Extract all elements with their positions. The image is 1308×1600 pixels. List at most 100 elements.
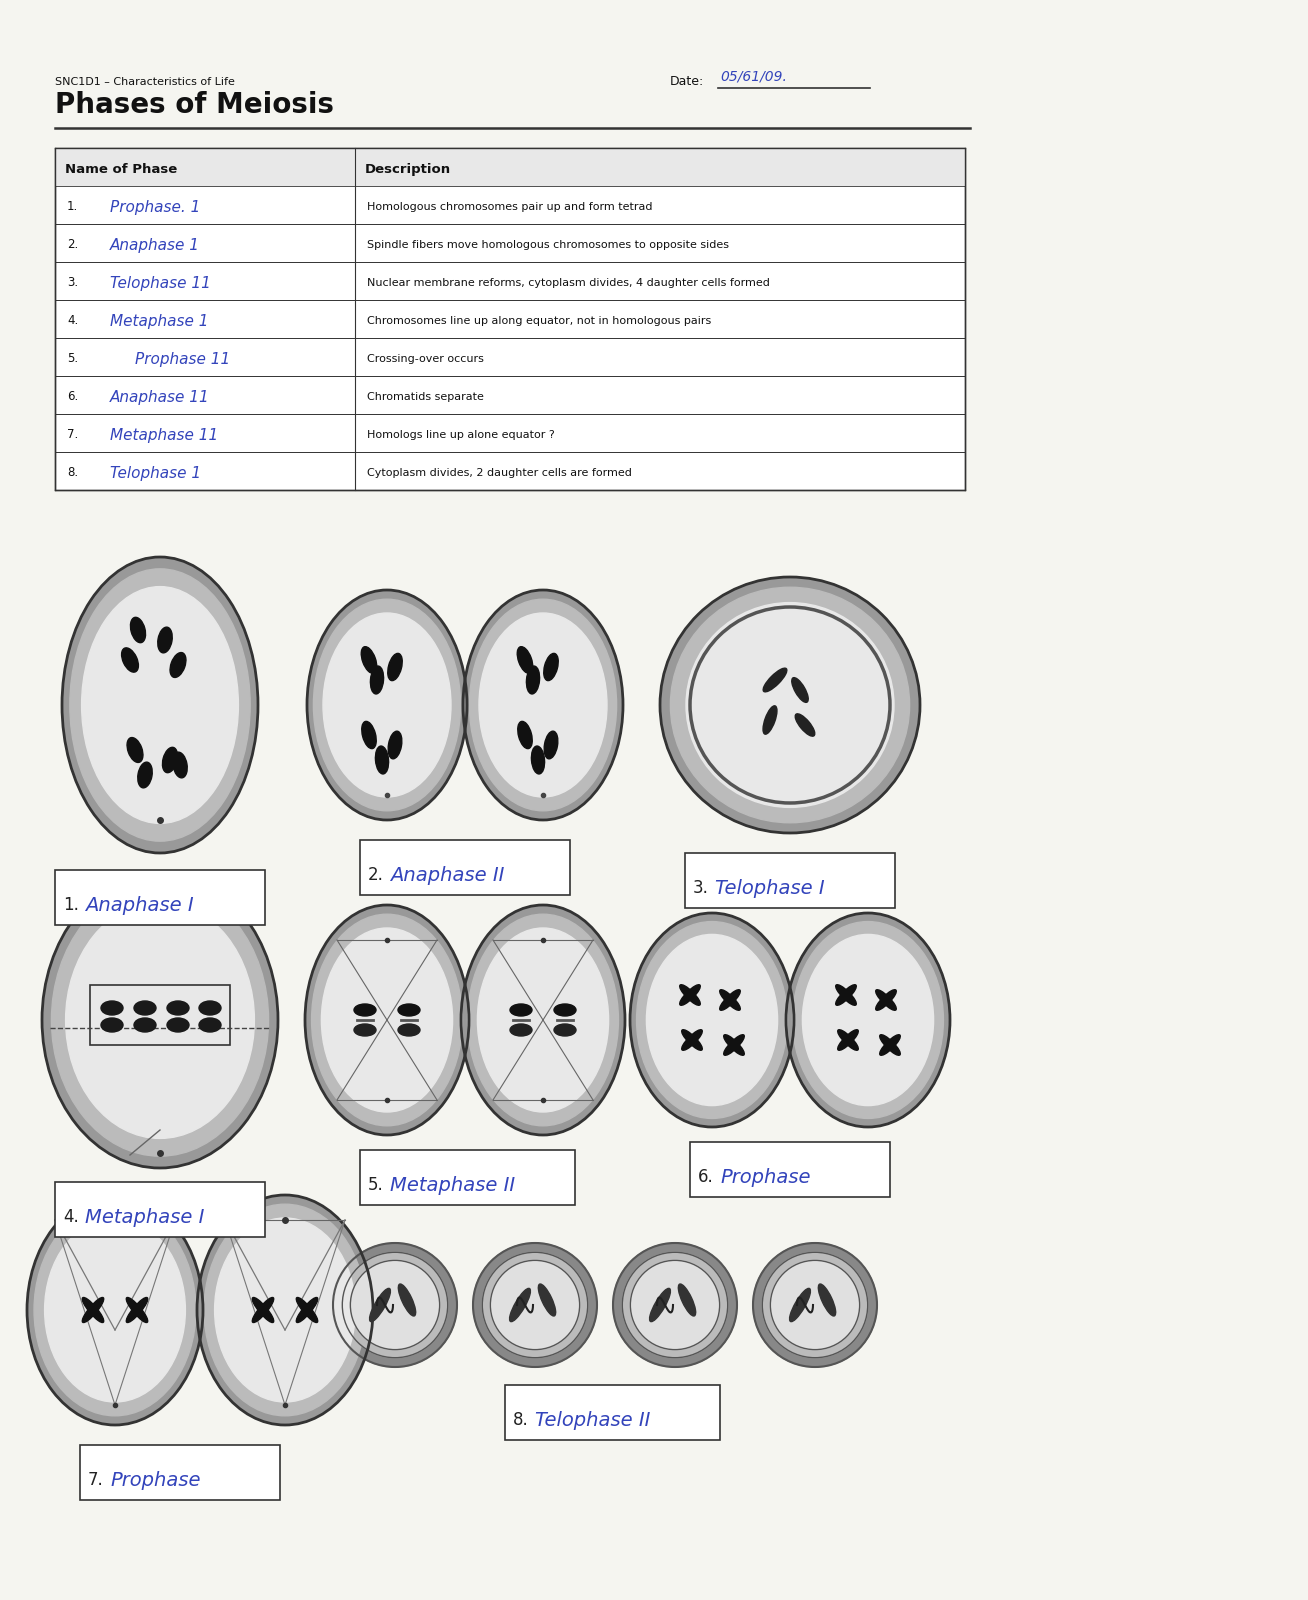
Ellipse shape: [473, 1243, 596, 1366]
Ellipse shape: [880, 1035, 900, 1056]
Ellipse shape: [637, 922, 787, 1118]
Text: Anaphase 11: Anaphase 11: [110, 389, 209, 405]
Ellipse shape: [646, 934, 777, 1106]
Ellipse shape: [510, 1024, 532, 1037]
Ellipse shape: [880, 1035, 900, 1056]
Text: Metaphase II: Metaphase II: [390, 1176, 515, 1195]
Text: Chromatids separate: Chromatids separate: [368, 392, 484, 402]
Ellipse shape: [133, 1018, 156, 1032]
Text: 3.: 3.: [693, 878, 709, 896]
Ellipse shape: [323, 613, 451, 797]
Ellipse shape: [204, 1205, 366, 1416]
Text: 1.: 1.: [63, 896, 78, 914]
Text: 7.: 7.: [67, 427, 78, 440]
Ellipse shape: [723, 1035, 744, 1056]
Ellipse shape: [613, 1243, 736, 1366]
Ellipse shape: [354, 1024, 375, 1037]
Ellipse shape: [680, 984, 700, 1005]
Text: 6.: 6.: [698, 1168, 714, 1186]
Ellipse shape: [763, 669, 787, 691]
Ellipse shape: [836, 984, 857, 1005]
Ellipse shape: [467, 914, 619, 1126]
Ellipse shape: [387, 653, 403, 680]
Ellipse shape: [526, 666, 540, 694]
Text: Anaphase II: Anaphase II: [390, 866, 505, 885]
Ellipse shape: [790, 1288, 811, 1322]
Ellipse shape: [544, 653, 559, 680]
Text: Metaphase 11: Metaphase 11: [110, 427, 218, 443]
Ellipse shape: [69, 570, 250, 842]
Ellipse shape: [42, 872, 279, 1168]
Bar: [80, 1445, 280, 1501]
Ellipse shape: [199, 1018, 221, 1032]
Ellipse shape: [27, 1195, 203, 1426]
Ellipse shape: [388, 731, 402, 758]
Ellipse shape: [131, 618, 145, 643]
Text: 05/61/09.: 05/61/09.: [719, 69, 787, 83]
Text: 2.: 2.: [368, 866, 383, 883]
Ellipse shape: [167, 1018, 188, 1032]
Text: Chromosomes line up along equator, not in homologous pairs: Chromosomes line up along equator, not i…: [368, 315, 712, 325]
Ellipse shape: [791, 678, 808, 702]
Ellipse shape: [34, 1205, 196, 1416]
Text: Metaphase 1: Metaphase 1: [110, 314, 208, 328]
Ellipse shape: [786, 914, 950, 1126]
Ellipse shape: [354, 1005, 375, 1016]
Ellipse shape: [555, 1024, 576, 1037]
Ellipse shape: [470, 600, 616, 811]
Ellipse shape: [101, 1018, 123, 1032]
Text: Homologs line up alone equator ?: Homologs line up alone equator ?: [368, 429, 555, 440]
Text: Cytoplasm divides, 2 daughter cells are formed: Cytoplasm divides, 2 daughter cells are …: [368, 467, 632, 477]
Ellipse shape: [479, 613, 607, 797]
Ellipse shape: [510, 1005, 532, 1016]
Ellipse shape: [167, 1002, 188, 1014]
Ellipse shape: [763, 1253, 867, 1358]
Ellipse shape: [463, 590, 623, 819]
Ellipse shape: [370, 1288, 391, 1322]
Ellipse shape: [630, 1261, 719, 1350]
Ellipse shape: [793, 922, 943, 1118]
Bar: [360, 840, 570, 894]
Ellipse shape: [215, 1218, 356, 1402]
Ellipse shape: [252, 1298, 273, 1323]
Ellipse shape: [555, 1005, 576, 1016]
Ellipse shape: [802, 934, 934, 1106]
Text: Prophase 11: Prophase 11: [135, 352, 230, 366]
Bar: [691, 1142, 889, 1197]
Ellipse shape: [875, 990, 896, 1010]
Ellipse shape: [539, 1283, 556, 1317]
Ellipse shape: [322, 928, 453, 1112]
Text: 1.: 1.: [67, 200, 78, 213]
Ellipse shape: [510, 1288, 531, 1322]
Bar: [55, 1182, 266, 1237]
Ellipse shape: [719, 990, 740, 1010]
Ellipse shape: [65, 902, 254, 1139]
Ellipse shape: [61, 557, 258, 853]
Ellipse shape: [763, 706, 777, 734]
Ellipse shape: [531, 746, 544, 774]
Ellipse shape: [122, 648, 139, 672]
Text: Nuclear membrane reforms, cytoplasm divides, 4 daughter cells formed: Nuclear membrane reforms, cytoplasm divi…: [368, 277, 770, 288]
Ellipse shape: [252, 1298, 273, 1323]
Ellipse shape: [199, 1002, 221, 1014]
Text: 5.: 5.: [368, 1176, 383, 1194]
Ellipse shape: [361, 646, 377, 674]
Ellipse shape: [44, 1218, 186, 1402]
Ellipse shape: [518, 722, 532, 749]
Ellipse shape: [681, 1030, 702, 1050]
Ellipse shape: [770, 1261, 859, 1350]
Ellipse shape: [753, 1243, 876, 1366]
Text: 7.: 7.: [88, 1470, 103, 1488]
Text: Crossing-over occurs: Crossing-over occurs: [368, 354, 484, 363]
Text: Homologous chromosomes pair up and form tetrad: Homologous chromosomes pair up and form …: [368, 202, 653, 211]
Ellipse shape: [305, 906, 470, 1134]
Ellipse shape: [836, 984, 857, 1005]
Ellipse shape: [681, 1030, 702, 1050]
Text: 8.: 8.: [67, 466, 78, 478]
Ellipse shape: [351, 1261, 439, 1350]
Text: 3.: 3.: [67, 275, 78, 288]
Ellipse shape: [127, 738, 143, 763]
Ellipse shape: [623, 1253, 727, 1358]
Ellipse shape: [483, 1253, 587, 1358]
Ellipse shape: [362, 722, 377, 749]
